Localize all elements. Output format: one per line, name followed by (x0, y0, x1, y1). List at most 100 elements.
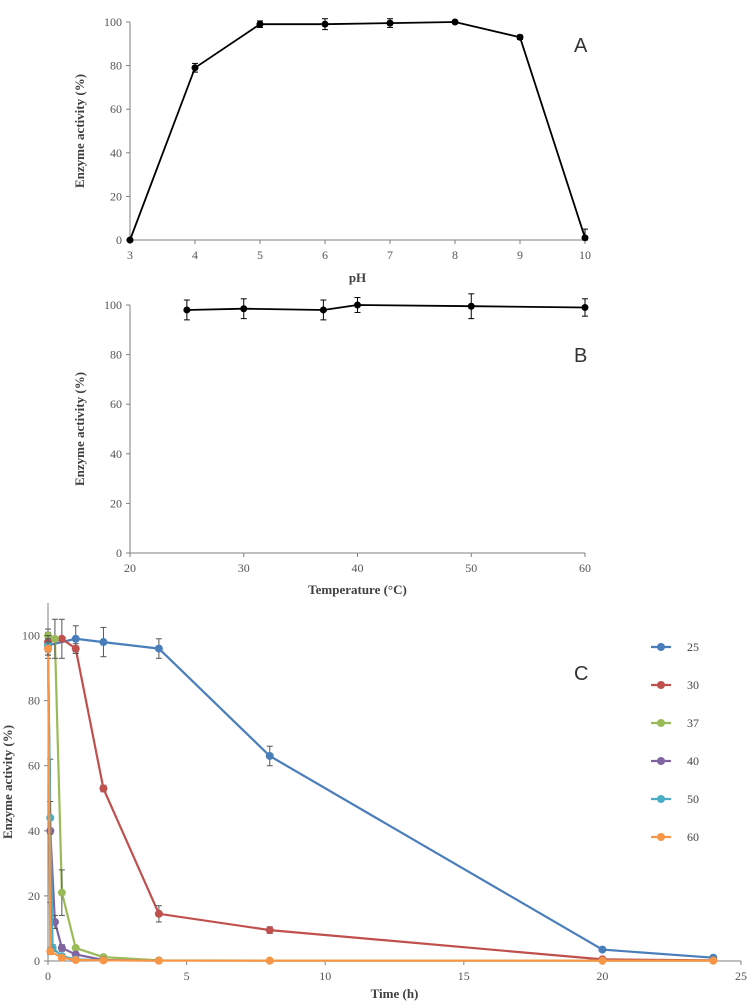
y-tick-label: 0 (116, 233, 122, 247)
x-tick-label: 20 (596, 969, 608, 983)
data-point (265, 926, 274, 935)
data-point (71, 644, 80, 653)
x-tick-label: 10 (579, 248, 591, 262)
legend-label: 60 (687, 830, 699, 844)
data-point (581, 234, 589, 242)
y-axis-title: Enzyme activity (%) (0, 725, 15, 839)
data-point (71, 634, 80, 643)
y-tick-label: 80 (110, 59, 122, 73)
panel-a-chart: A 0 20 40 60 80 100 3 4 5 6 7 8 9 10 pH Enzyme activity… (72, 15, 591, 285)
x-tick-label: 5 (257, 248, 263, 262)
y-axis-title: Enzyme activity (%) (72, 372, 87, 486)
data-point (44, 644, 52, 653)
x-axis-title: Time (h) (371, 986, 419, 1001)
panel-c-chart: C 0 20 40 60 80 100 0 5 10 15 20 25 Time (h) Enzyme a… (0, 603, 747, 1001)
y-tick-label: 100 (104, 15, 122, 29)
x-tick-label: 7 (387, 248, 393, 262)
data-point (57, 634, 66, 643)
x-tick-label: 5 (184, 969, 190, 983)
y-tick-label: 20 (110, 496, 122, 510)
data-point (191, 64, 199, 72)
data-point (154, 909, 163, 918)
data-point (354, 301, 361, 309)
data-point (319, 306, 327, 314)
data-point (598, 956, 607, 965)
data-point (57, 953, 66, 962)
x-axis-title: pH (349, 270, 366, 285)
x-tick-label: 50 (465, 561, 477, 575)
y-tick-label: 0 (116, 546, 122, 560)
series-line (46, 648, 159, 962)
data-point (50, 634, 59, 643)
legend-marker (657, 643, 665, 651)
y-tick-label: 100 (22, 629, 40, 643)
data-point (99, 956, 108, 965)
legend-label: 25 (687, 640, 699, 654)
legend-label: 40 (687, 754, 699, 768)
x-tick-label: 15 (458, 969, 470, 983)
x-tick-label: 40 (352, 561, 364, 575)
data-point (46, 947, 55, 956)
x-tick-label: 10 (319, 969, 331, 983)
series-line (186, 304, 586, 311)
data-point (126, 236, 134, 244)
data-point (240, 305, 248, 313)
data-point (321, 20, 329, 28)
x-tick-label: 60 (579, 561, 591, 575)
data-point (71, 943, 80, 952)
data-point (709, 956, 718, 965)
legend-label: 37 (687, 716, 699, 730)
data-point (516, 33, 524, 41)
x-tick-label: 9 (517, 248, 523, 262)
panel-c-letter: C (574, 663, 588, 685)
data-point (467, 302, 475, 310)
y-tick-label: 40 (28, 824, 40, 838)
panel-a-letter: A (574, 35, 588, 57)
x-tick-label: 4 (192, 248, 198, 262)
y-tick-label: 40 (110, 146, 122, 160)
series-line (47, 637, 714, 962)
legend-marker (657, 681, 665, 689)
y-tick-label: 60 (110, 397, 122, 411)
series-line (46, 648, 714, 962)
x-axis-title: Temperature (°C) (308, 582, 407, 597)
y-tick-label: 60 (28, 759, 40, 773)
data-point (57, 888, 66, 897)
legend-marker (657, 795, 665, 803)
y-tick-label: 60 (110, 102, 122, 116)
data-point (71, 956, 80, 965)
series-line (47, 634, 714, 962)
data-point (598, 945, 607, 954)
x-tick-label: 3 (127, 248, 133, 262)
data-point (265, 751, 274, 760)
data-point (581, 303, 589, 311)
data-point (99, 638, 108, 647)
legend-marker (657, 833, 665, 841)
legend-label: 50 (687, 792, 699, 806)
y-tick-label: 20 (110, 189, 122, 203)
y-axis-title: Enzyme activity (%) (72, 74, 87, 188)
data-point (154, 644, 163, 653)
legend-marker (657, 757, 665, 765)
y-tick-label: 80 (28, 694, 40, 708)
y-tick-label: 20 (28, 889, 40, 903)
data-point (99, 784, 108, 793)
y-tick-label: 100 (104, 298, 122, 312)
data-point (57, 943, 66, 952)
x-tick-label: 20 (124, 561, 136, 575)
data-point (183, 306, 191, 314)
data-point (256, 20, 264, 28)
y-tick-label: 80 (110, 348, 122, 362)
x-tick-label: 0 (45, 969, 51, 983)
legend-marker (657, 719, 665, 727)
x-tick-label: 30 (238, 561, 250, 575)
x-tick-label: 6 (322, 248, 328, 262)
panel-b-letter: B (574, 345, 587, 367)
x-tick-label: 25 (735, 969, 747, 983)
data-point (386, 19, 394, 27)
y-tick-label: 0 (34, 954, 40, 968)
legend-label: 30 (687, 678, 699, 692)
series-line (129, 21, 586, 241)
